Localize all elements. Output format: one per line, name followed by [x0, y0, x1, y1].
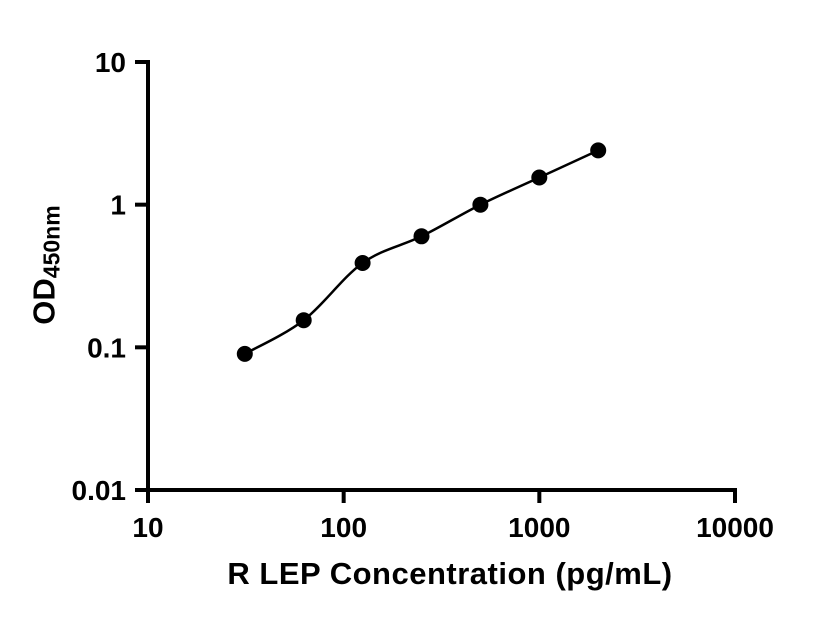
- data-point: [531, 169, 548, 186]
- y-tick-label: 0.1: [87, 332, 126, 363]
- y-tick-label: 10: [95, 47, 126, 78]
- axis-lines: [146, 60, 737, 492]
- y-axis-title-main: OD: [26, 278, 62, 325]
- y-tick-label: 0.01: [72, 475, 127, 506]
- data-point: [295, 312, 312, 329]
- data-point: [236, 345, 253, 362]
- x-tick-label: 1000: [508, 512, 570, 543]
- data-point: [590, 142, 607, 159]
- y-axis-title: OD450nm: [27, 205, 66, 324]
- x-tick-label: 100: [320, 512, 367, 543]
- y-tick-label: 1: [110, 190, 126, 221]
- data-point: [354, 255, 371, 271]
- x-tick-label: 10: [132, 512, 163, 543]
- x-tick-label: 10000: [696, 512, 774, 543]
- x-axis-title: R LEP Concentration (pg/mL): [227, 556, 673, 591]
- data-point: [413, 228, 430, 245]
- data-point: [472, 196, 489, 213]
- y-axis-title-subscript: 450nm: [38, 205, 65, 279]
